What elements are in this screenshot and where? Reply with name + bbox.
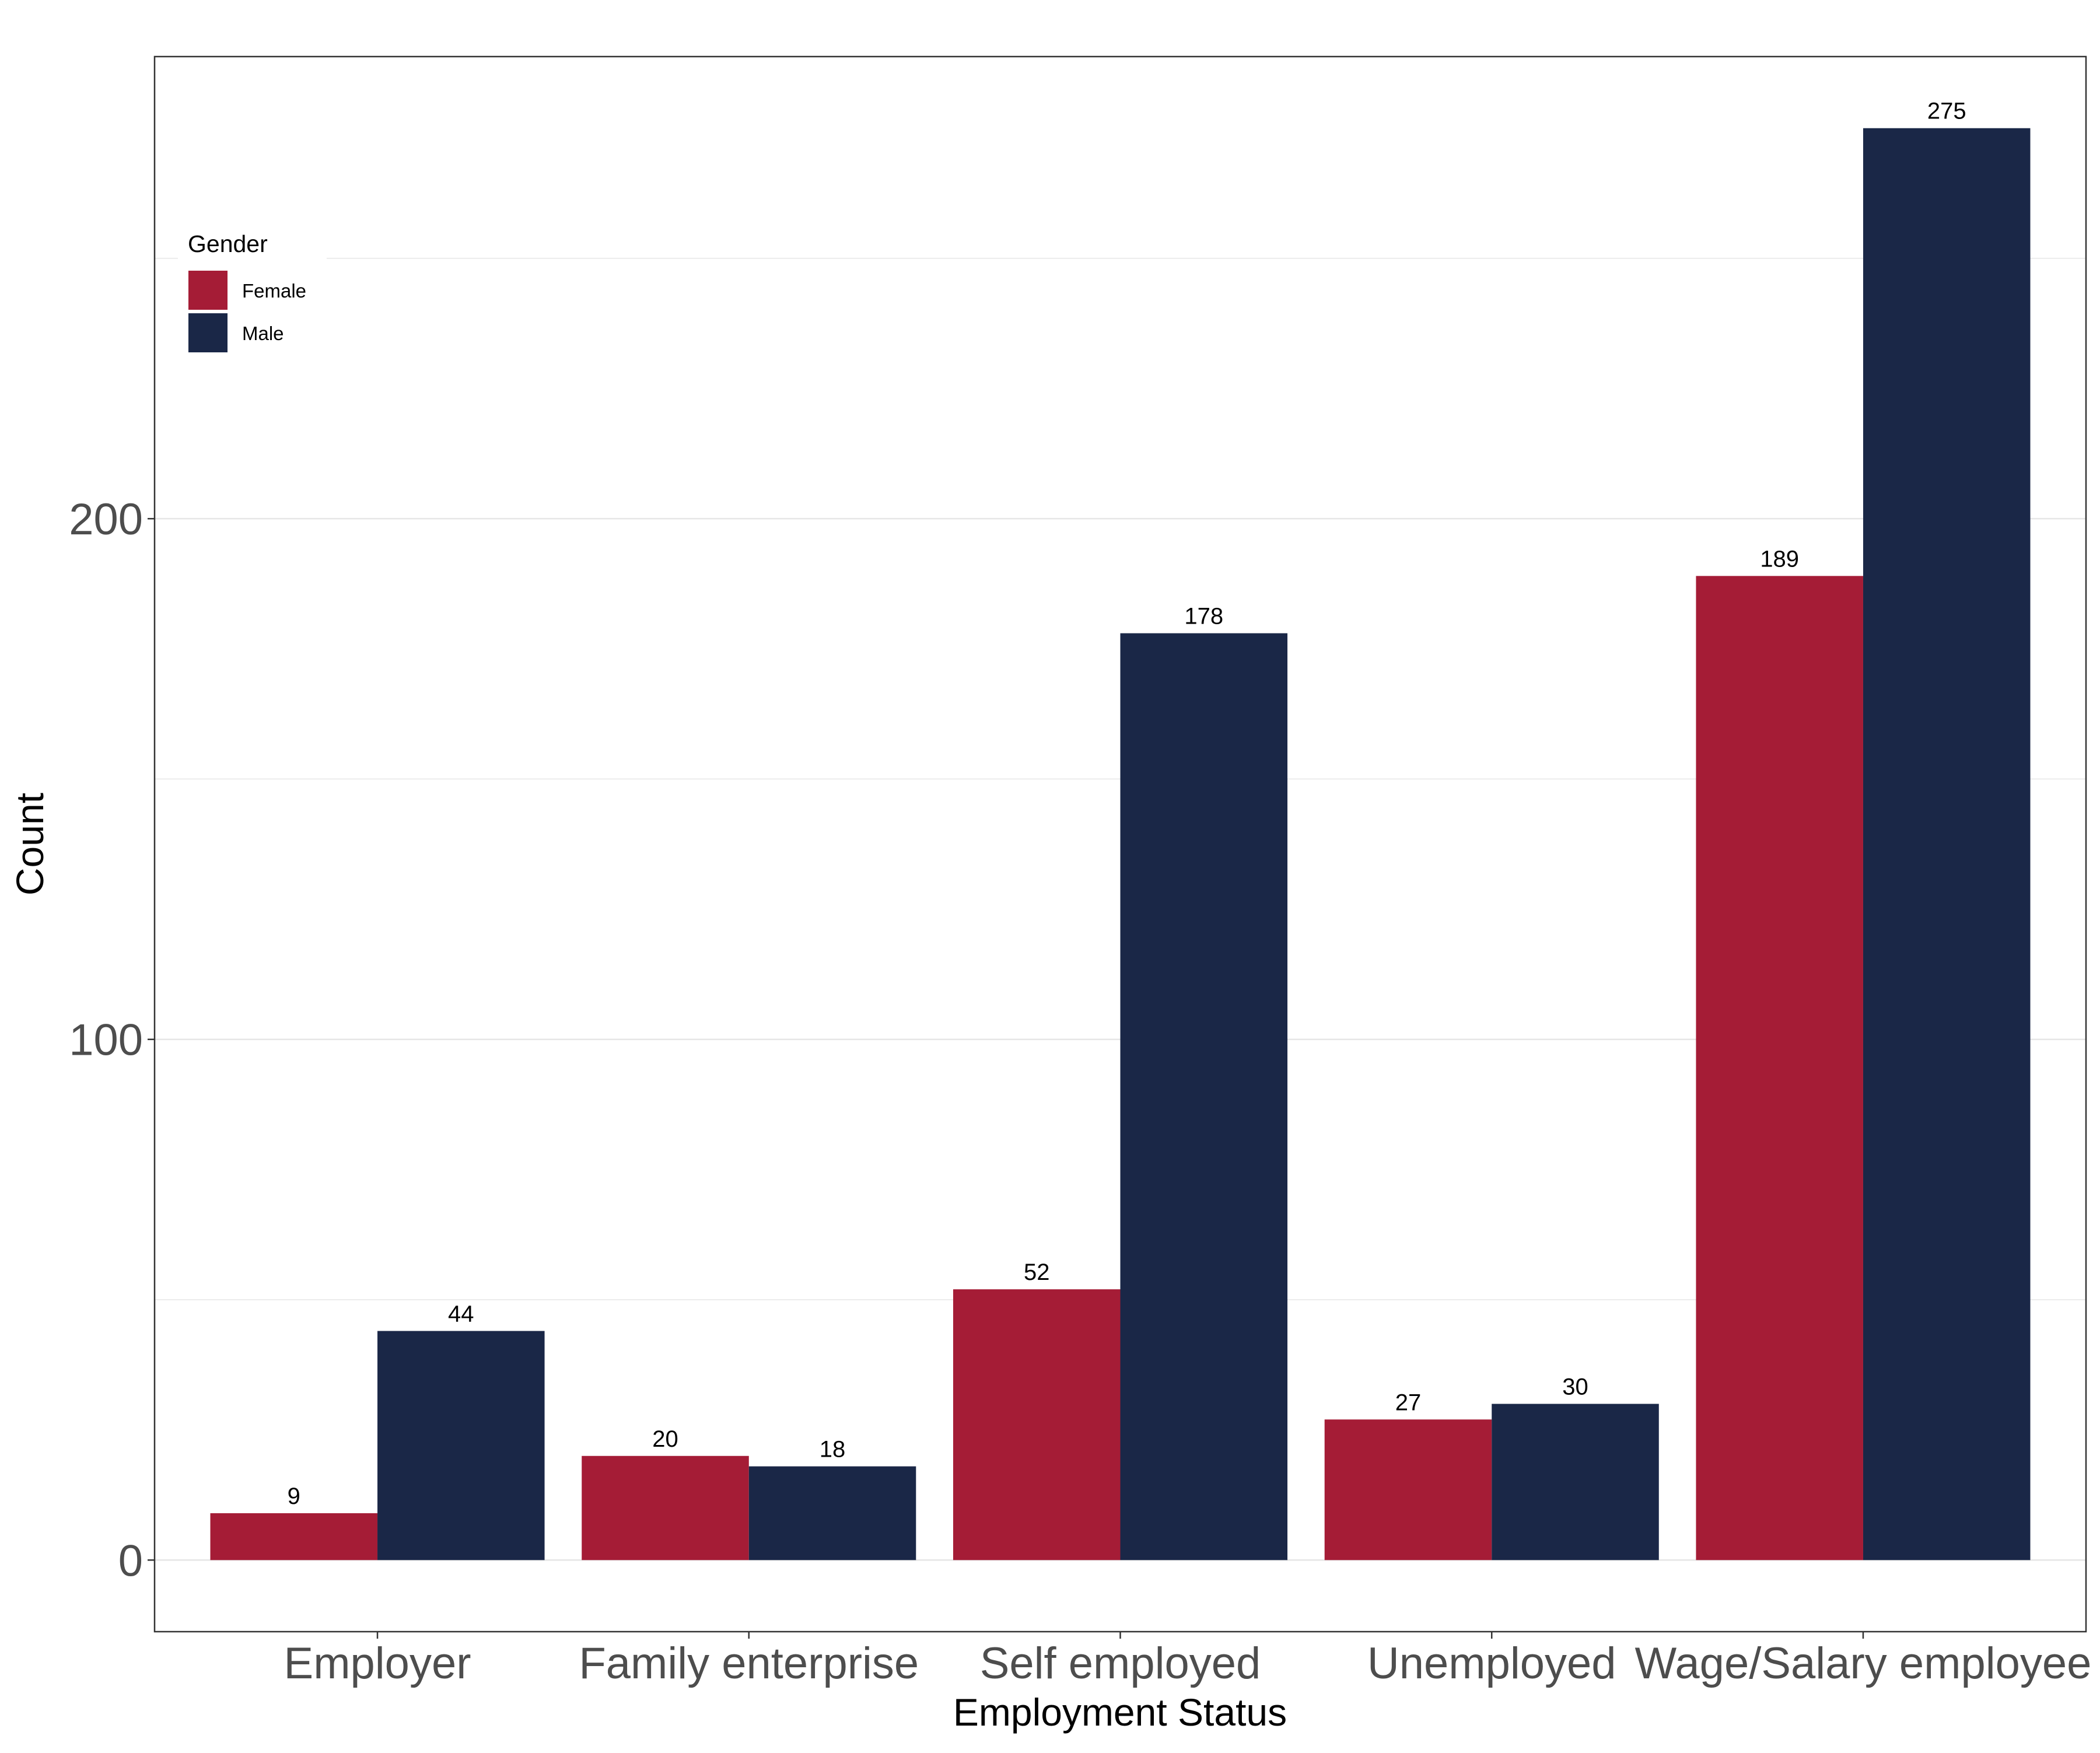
y-tick-label: 200 — [69, 495, 143, 544]
bar-female-employer — [210, 1513, 378, 1560]
y-tick-label: 100 — [69, 1016, 143, 1065]
bars — [210, 128, 2031, 1560]
bar-female-unemployed — [1324, 1419, 1492, 1560]
x-tick-label: Wage/Salary employee — [1635, 1639, 2092, 1688]
legend: Gender Female Male — [178, 219, 327, 365]
y-tick-label: 0 — [118, 1536, 143, 1586]
legend-swatch-female — [188, 271, 228, 310]
data-label: 44 — [448, 1301, 474, 1327]
bar-male-unemployed — [1492, 1404, 1659, 1560]
x-tick-label: Unemployed — [1367, 1639, 1616, 1688]
data-label: 20 — [652, 1426, 678, 1452]
bar-male-self-employed — [1120, 633, 1288, 1560]
data-label: 275 — [1927, 99, 1966, 124]
data-label: 178 — [1184, 604, 1223, 629]
bar-female-wage-salary-employee — [1696, 576, 1863, 1560]
bar-male-wage-salary-employee — [1863, 128, 2031, 1560]
legend-label-female: Female — [242, 280, 306, 302]
data-labels: 9 20 52 27 189 44 18 178 30 275 — [288, 99, 1966, 1509]
x-tick-label: Family enterprise — [579, 1639, 919, 1688]
bar-male-employer — [377, 1331, 545, 1560]
data-label: 27 — [1395, 1390, 1422, 1415]
x-tick-label: Employer — [284, 1639, 471, 1688]
legend-title: Gender — [188, 230, 268, 257]
x-axis: Employer Family enterprise Self employed Un… — [284, 1632, 2092, 1688]
x-tick-label: Self employed — [980, 1639, 1261, 1688]
x-axis-title: Employment Status — [953, 1691, 1287, 1734]
y-axis: 0 100 200 — [69, 495, 155, 1586]
data-label: 9 — [288, 1483, 300, 1509]
data-label: 189 — [1760, 546, 1799, 572]
data-label: 52 — [1024, 1259, 1050, 1285]
bar-male-family-enterprise — [748, 1466, 916, 1560]
y-axis-title: Count — [8, 793, 51, 895]
legend-swatch-male — [188, 313, 228, 352]
bar-female-self-employed — [953, 1289, 1121, 1560]
data-label: 18 — [820, 1437, 846, 1462]
legend-label-male: Male — [242, 323, 284, 344]
data-label: 30 — [1562, 1374, 1588, 1400]
bar-female-family-enterprise — [582, 1455, 749, 1560]
